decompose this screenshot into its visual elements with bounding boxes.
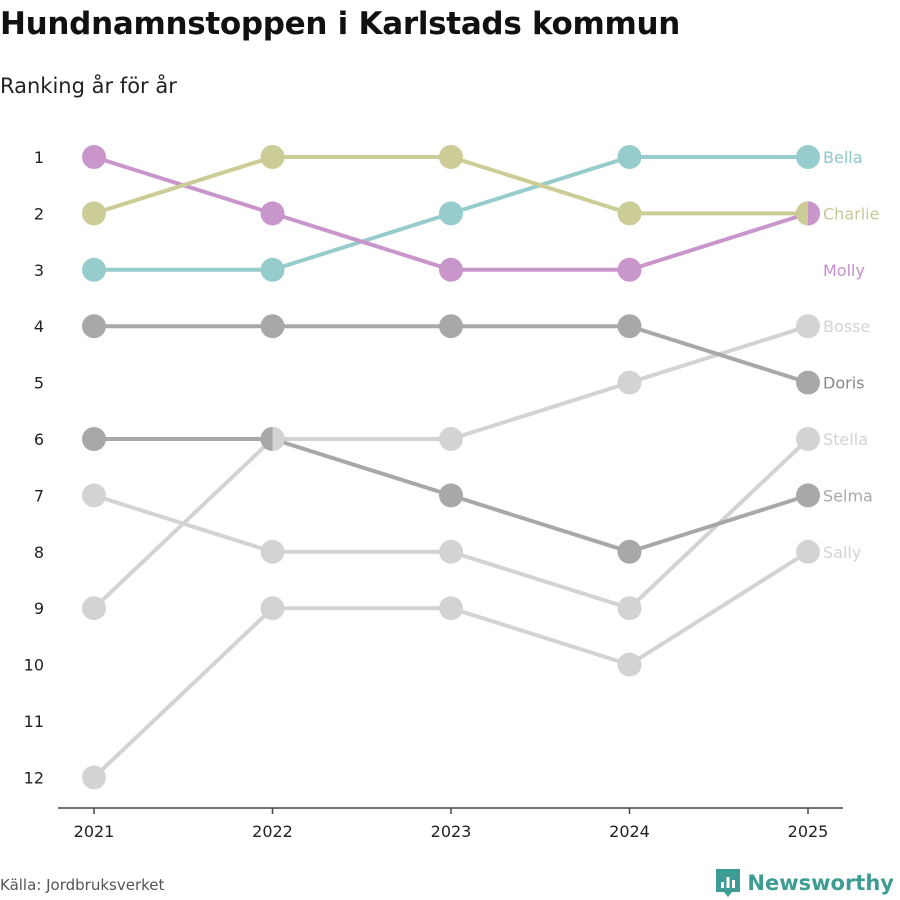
point-bella-2023 — [439, 201, 463, 226]
brand-logo[interactable]: Newsworthy — [715, 868, 894, 898]
point-selma-2023 — [439, 483, 463, 508]
end-label-doris: Doris — [823, 374, 864, 393]
point-stella-2025 — [796, 427, 820, 451]
point-charlie-2023 — [439, 145, 463, 169]
point-bosse-2021 — [82, 596, 106, 621]
point-charlie-2024 — [617, 201, 642, 226]
point-doris-2022 — [260, 314, 285, 339]
x-axis: 2021 2022 2023 2024 2025 — [58, 807, 843, 841]
y-tick-3: 3 — [34, 261, 44, 280]
y-tick-11: 11 — [24, 712, 44, 731]
point-selma-2024 — [617, 539, 642, 564]
end-label-selma: Selma — [823, 486, 873, 505]
y-tick-10: 10 — [24, 656, 44, 675]
y-tick-6: 6 — [34, 430, 44, 449]
point-stella-2024 — [617, 596, 642, 621]
point-sally-2024 — [617, 652, 642, 677]
y-tick-4: 4 — [34, 317, 44, 336]
point-bella-2021 — [82, 257, 106, 282]
point-sally-2023 — [439, 596, 463, 621]
point-selma-2025 — [796, 483, 820, 508]
series-lines — [92, 155, 810, 780]
line-bosse — [92, 324, 810, 611]
y-tick-2: 2 — [34, 204, 44, 223]
point-stella-2021 — [82, 483, 106, 508]
end-label-molly: Molly — [823, 261, 865, 280]
point-bella-2025 — [796, 145, 820, 169]
brand-name: Newsworthy — [747, 871, 894, 895]
point-selma-2021 — [82, 427, 106, 451]
series-points — [82, 145, 820, 790]
chart-subtitle: Ranking år för år — [0, 74, 177, 98]
point-stella-2022 — [260, 539, 285, 564]
point-bella-2022 — [260, 257, 285, 282]
y-tick-8: 8 — [34, 543, 44, 562]
y-tick-1: 1 — [34, 148, 44, 167]
point-sally-2021 — [82, 765, 106, 790]
series-end-labels: Bella Charlie Molly Bosse Doris Stella Selma Sa… — [823, 148, 879, 562]
end-label-sally: Sally — [823, 543, 861, 562]
y-tick-9: 9 — [34, 599, 44, 618]
line-stella — [92, 437, 810, 611]
point-molly-2024 — [617, 257, 642, 282]
x-tick-2022: 2022 — [252, 822, 293, 841]
point-charlie-2022 — [260, 145, 285, 169]
x-tick-2024: 2024 — [609, 822, 650, 841]
end-label-charlie: Charlie — [823, 204, 879, 223]
point-split-bosse-2022 — [272, 427, 285, 451]
x-tick-2023: 2023 — [431, 822, 472, 841]
x-tick-2025: 2025 — [788, 822, 829, 841]
point-doris-2023 — [439, 314, 463, 339]
point-bella-2024 — [617, 145, 642, 169]
point-bosse-2024 — [617, 370, 642, 395]
end-label-stella: Stella — [823, 430, 868, 449]
y-tick-5: 5 — [34, 374, 44, 393]
point-charlie-2021 — [82, 201, 106, 226]
y-tick-7: 7 — [34, 486, 44, 505]
y-tick-12: 12 — [24, 768, 44, 787]
point-stella-2023 — [439, 539, 463, 564]
point-molly-2023 — [439, 257, 463, 282]
x-tick-2021: 2021 — [74, 822, 115, 841]
point-bosse-2023 — [439, 427, 463, 451]
point-split-molly-2025 — [808, 201, 820, 226]
point-doris-2025 — [796, 370, 820, 395]
point-doris-2024 — [617, 314, 642, 339]
point-sally-2025 — [796, 539, 820, 564]
point-doris-2021 — [82, 314, 106, 339]
end-label-bella: Bella — [823, 148, 863, 167]
point-molly-2021 — [82, 145, 106, 169]
point-bosse-2025 — [796, 314, 820, 339]
point-sally-2022 — [260, 596, 285, 621]
point-molly-2022 — [260, 201, 285, 226]
line-sally — [92, 549, 810, 780]
newsworthy-logo-icon — [716, 869, 741, 897]
source-note: Källa: Jordbruksverket — [0, 876, 165, 894]
chart-title: Hundnamnstoppen i Karlstads kommun — [0, 6, 680, 42]
end-label-bosse: Bosse — [823, 317, 870, 336]
